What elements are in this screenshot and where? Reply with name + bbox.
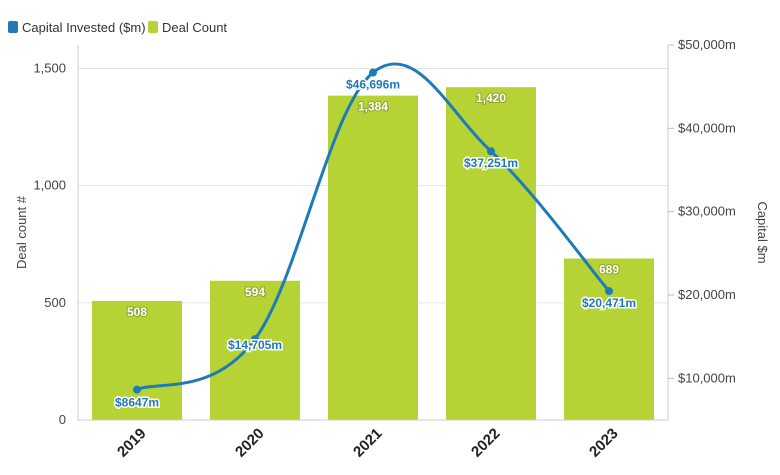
y-right-tick-label: $30,000m — [678, 204, 736, 219]
bars — [92, 87, 654, 420]
y-left-axis-title: Deal count # — [14, 195, 29, 269]
capital-line — [133, 62, 613, 394]
capital-value-label: $8647m — [115, 396, 159, 410]
bar-2023 — [564, 258, 654, 420]
y-left-tick-label: 1,500 — [33, 60, 66, 75]
y-right-tick-label: $20,000m — [678, 287, 736, 302]
capital-point-2020 — [251, 335, 259, 344]
x-category-label: 2022 — [468, 425, 504, 461]
y-right-tick-label: $40,000m — [678, 120, 736, 135]
legend-swatch-capital — [8, 21, 18, 33]
bar-value-label: 508 — [127, 305, 147, 319]
capital-point-2022 — [487, 147, 495, 156]
bar-2020 — [210, 280, 300, 420]
x-category-label: 2020 — [232, 425, 268, 461]
y-left-tick-label: 0 — [59, 412, 66, 427]
capital-value-label: $20,471m — [582, 296, 636, 310]
bar-2022 — [446, 87, 536, 420]
data-labels: 508 594 1,384 1,420 689 $8647m $14,705m $46,696… — [113, 76, 637, 411]
legend: Capital Invested ($m) Deal Count — [8, 20, 227, 35]
bar-value-label: 1,420 — [476, 91, 506, 105]
y-right-tick-label: $10,000m — [678, 370, 736, 385]
bar-value-label: 1,384 — [358, 100, 388, 114]
capital-value-label: $14,705m — [228, 338, 282, 352]
x-category-label: 2019 — [114, 425, 150, 461]
capital-value-label: $46,696m — [346, 78, 400, 92]
x-category-label: 2021 — [350, 425, 386, 461]
y-right-tick-label: $50,000m — [678, 37, 736, 52]
legend-swatch-deal-count — [148, 21, 158, 33]
bar-value-label: 689 — [599, 263, 619, 277]
legend-label-deal-count: Deal Count — [162, 20, 227, 35]
y-right-axis-title: Capital $m — [755, 201, 770, 263]
capital-point-2021 — [369, 68, 377, 77]
bar-2021 — [328, 95, 418, 420]
capital-value-label: $37,251m — [464, 156, 518, 170]
bar-2019 — [92, 300, 182, 420]
capital-point-2019 — [133, 385, 141, 394]
bar-value-label: 594 — [245, 285, 265, 299]
x-category-label: 2023 — [586, 425, 622, 461]
capital-point-2023 — [605, 287, 613, 296]
y-left-tick-label: 500 — [44, 295, 66, 310]
capital-line-path — [136, 62, 611, 392]
legend-label-capital: Capital Invested ($m) — [22, 20, 146, 35]
y-left-tick-label: 1,000 — [33, 178, 66, 193]
